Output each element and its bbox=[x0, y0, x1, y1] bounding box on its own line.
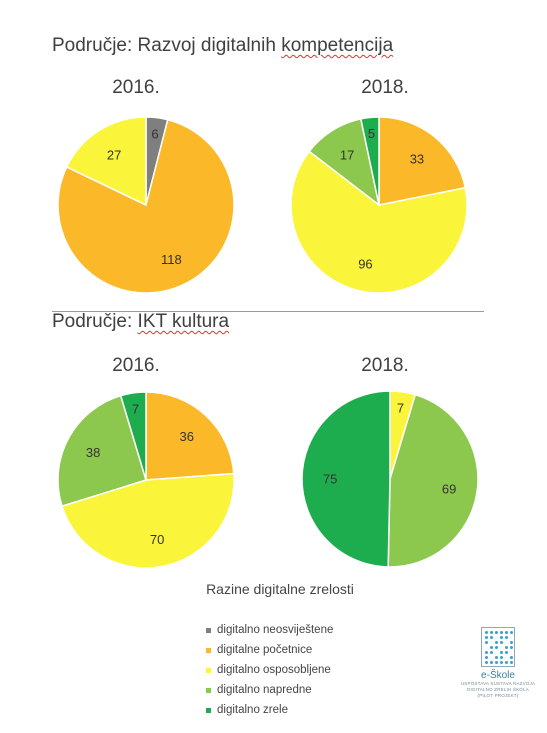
legend-item-digitalne-pocetnice: digitalne početnice bbox=[206, 640, 333, 660]
logo-subtitle-1: USPOSTAVA SUSTAVA RAZVOJA bbox=[460, 681, 536, 686]
legend-swatch bbox=[206, 627, 211, 633]
logo-dot bbox=[500, 661, 503, 664]
legend-swatch bbox=[206, 707, 211, 713]
logo-dot bbox=[505, 646, 508, 649]
logo-dot bbox=[495, 646, 498, 649]
logo-dot bbox=[510, 661, 513, 664]
logo-dot bbox=[510, 631, 513, 634]
pie-slice-digitalno-napredne bbox=[387, 393, 479, 568]
logo-dot bbox=[495, 631, 498, 634]
pie-slice-digitalno-osposobljene bbox=[65, 116, 147, 207]
logo-dot bbox=[485, 656, 488, 659]
pie-chart-2016-ict: 36 70 38 7 bbox=[57, 391, 235, 569]
section-title-ict-culture: Područje: IKT kultura bbox=[52, 311, 230, 332]
legend-item-digitalno-osposobljene: digitalno osposobljene bbox=[206, 660, 333, 680]
pie-slice-digitalne-pocetnice bbox=[378, 116, 467, 206]
logo-dot bbox=[490, 631, 493, 634]
pie-data-label: 17 bbox=[340, 147, 354, 162]
pie-data-label: 27 bbox=[107, 147, 121, 162]
pie-data-label: 7 bbox=[132, 402, 139, 417]
logo-dot bbox=[490, 646, 493, 649]
pie-data-label: 118 bbox=[161, 252, 182, 267]
pie-slice-digitalne-pocetnice bbox=[57, 118, 235, 294]
logo-dot bbox=[510, 656, 513, 659]
pie-slice-digitalno-osposobljene bbox=[61, 472, 235, 569]
logo-name: e-Škole bbox=[481, 670, 515, 681]
legend-swatch bbox=[206, 667, 211, 673]
logo-dot bbox=[510, 646, 513, 649]
pie-data-label: 33 bbox=[410, 152, 424, 167]
legend-label: digitalno osposobljene bbox=[217, 664, 331, 676]
section-divider bbox=[52, 311, 484, 312]
legend-item-digitalno-zrele: digitalno zrele bbox=[206, 700, 333, 720]
logo-dot bbox=[505, 651, 508, 654]
chart-title-2016-ict: 2016. bbox=[112, 355, 160, 376]
pie-data-label: 38 bbox=[86, 445, 100, 460]
logo-dot bbox=[500, 656, 503, 659]
logo-dot bbox=[490, 661, 493, 664]
pie-chart-2016-competences: 6 118 27 bbox=[57, 116, 235, 294]
e-skole-logo: e-Škole USPOSTAVA SUSTAVA RAZVOJA DIGITA… bbox=[456, 627, 540, 699]
legend-item-digitalno-napredne: digitalno napredne bbox=[206, 680, 333, 700]
logo-dot bbox=[485, 661, 488, 664]
pie-slice-digitalno-napredne bbox=[57, 394, 147, 508]
pie-data-label: 96 bbox=[358, 256, 372, 271]
logo-dot bbox=[500, 631, 503, 634]
pie-slice-digitalno-zrele bbox=[119, 391, 147, 481]
legend-label: digitalno neosviještene bbox=[217, 624, 334, 636]
logo-subtitle-2: DIGITALNO ZRELIH ŠKOLA bbox=[467, 687, 529, 692]
logo-dot bbox=[505, 636, 508, 639]
logo-dot bbox=[500, 636, 503, 639]
logo-dot bbox=[495, 661, 498, 664]
legend-label: digitalno zrele bbox=[217, 704, 288, 716]
chart-title-2016-competences: 2016. bbox=[112, 77, 160, 98]
pie-data-label: 36 bbox=[180, 429, 194, 444]
pie-slice-digitalno-osposobljene bbox=[290, 150, 468, 294]
legend-item-digitalno-neosvijestene: digitalno neosviještene bbox=[206, 620, 333, 640]
pie-data-label: 5 bbox=[368, 126, 375, 141]
e-skole-logo-icon bbox=[481, 627, 515, 667]
pie-slice-digitalne-pocetnice bbox=[145, 391, 235, 481]
pie-chart-2018-competences: 33 96 17 5 bbox=[290, 116, 468, 294]
pie-chart-2018-ict: 7 69 75 bbox=[301, 390, 479, 568]
legend-swatch bbox=[206, 687, 211, 693]
section-title-digital-competences: Područje: Razvoj digitalnih kompetencija bbox=[52, 35, 394, 56]
logo-dot bbox=[490, 651, 493, 654]
pie-data-label: 6 bbox=[151, 126, 158, 141]
legend-swatch bbox=[206, 647, 211, 653]
chart-title-2018-ict: 2018. bbox=[361, 355, 409, 376]
logo-dot bbox=[500, 651, 503, 654]
logo-dot bbox=[485, 651, 488, 654]
pie-slice-digitalno-zrele bbox=[359, 116, 380, 206]
pie-data-label: 7 bbox=[397, 401, 404, 416]
logo-subtitle-3: (PILOT PROJEKT) bbox=[477, 693, 519, 698]
pie-data-label: 75 bbox=[323, 471, 337, 486]
logo-dot bbox=[495, 641, 498, 644]
pie-slice-digitalno-zrele bbox=[301, 390, 391, 568]
legend-title: Razine digitalne zrelosti bbox=[206, 581, 354, 597]
logo-dot bbox=[500, 641, 503, 644]
logo-dot bbox=[505, 661, 508, 664]
legend: digitalno neosviještene digitalne početni… bbox=[206, 620, 333, 720]
logo-dot bbox=[510, 641, 513, 644]
logo-dot bbox=[490, 636, 493, 639]
legend-label: digitalno napredne bbox=[217, 684, 312, 696]
legend-label: digitalne početnice bbox=[217, 644, 313, 656]
logo-dot bbox=[495, 656, 498, 659]
logo-dot bbox=[485, 631, 488, 634]
logo-dot bbox=[485, 636, 488, 639]
pie-data-label: 70 bbox=[150, 532, 164, 547]
logo-dot bbox=[485, 641, 488, 644]
logo-dot bbox=[505, 631, 508, 634]
pie-data-label: 69 bbox=[442, 481, 456, 496]
chart-title-2018-competences: 2018. bbox=[361, 77, 409, 98]
